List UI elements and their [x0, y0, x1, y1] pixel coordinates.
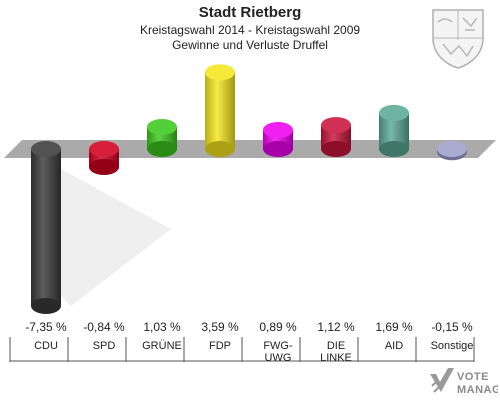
- logo-text-vote: VOTE: [457, 371, 489, 383]
- category-label-fwg-uwg: FWG-UWG: [263, 340, 293, 364]
- value-label-cdu: -7,35 %: [25, 320, 67, 334]
- value-label-fdp: 3,59 %: [201, 320, 239, 334]
- bar-aid: [379, 104, 409, 157]
- chart-subtitle: Kreistagswahl 2014 - Kreistagswahl 2009: [139, 23, 361, 37]
- category-label-fdp: FDP: [209, 340, 231, 352]
- bar-fdp: [205, 64, 235, 157]
- value-label-aid: 1,69 %: [375, 320, 413, 334]
- bar-shadow-cdu: [61, 169, 171, 306]
- bar-grüne: [147, 118, 177, 157]
- bar-spd: [89, 141, 119, 175]
- value-label-grüne: 1,03 %: [143, 320, 181, 334]
- category-axis: [9, 337, 475, 362]
- value-label-die-linke: 1,12 %: [317, 320, 355, 334]
- logo-text-manager: MANAGER: [457, 384, 498, 396]
- category-label-cdu: CDU: [34, 340, 58, 352]
- category-label-sonstige: Sonstige: [431, 340, 474, 352]
- category-label-die-linke: DIE LINKE: [320, 340, 352, 364]
- value-label-spd: -0,84 %: [83, 320, 125, 334]
- coat-of-arms-icon: [432, 9, 484, 69]
- chart-title: Stadt Rietberg: [198, 4, 302, 21]
- zero-line-band: [4, 140, 496, 158]
- bar-fwg-uwg: [263, 121, 293, 157]
- category-label-grüne: GRÜNE: [142, 340, 182, 352]
- value-label-fwg-uwg: 0,89 %: [259, 320, 297, 334]
- bar-sonstige: [437, 141, 467, 161]
- bar-die-linke: [321, 117, 351, 157]
- category-label-aid: AID: [385, 340, 403, 352]
- category-label-spd: SPD: [93, 340, 116, 352]
- value-label-sonstige: -0,15 %: [431, 320, 473, 334]
- chart-subtitle-secondary: Gewinne und Verluste Druffel: [172, 38, 328, 52]
- bar-cdu: [31, 141, 61, 314]
- votemanager-logo: VOTE MANAGER: [430, 368, 498, 396]
